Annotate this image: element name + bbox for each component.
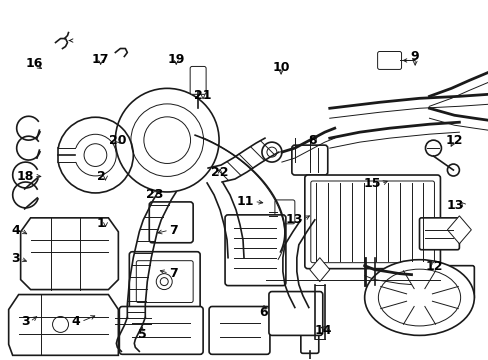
- Polygon shape: [447, 216, 470, 244]
- Text: 4: 4: [11, 224, 20, 237]
- Text: 9: 9: [410, 50, 419, 63]
- FancyBboxPatch shape: [190, 67, 205, 94]
- Text: 13: 13: [446, 199, 463, 212]
- Text: 12: 12: [445, 134, 462, 147]
- Text: 7: 7: [168, 224, 177, 237]
- Text: 8: 8: [308, 134, 316, 147]
- Text: 19: 19: [167, 53, 184, 66]
- Text: 7: 7: [168, 267, 177, 280]
- FancyBboxPatch shape: [300, 328, 318, 353]
- Circle shape: [156, 274, 172, 289]
- Text: 16: 16: [25, 57, 42, 70]
- Ellipse shape: [364, 260, 473, 336]
- Text: 12: 12: [425, 260, 443, 273]
- Text: 23: 23: [145, 188, 163, 201]
- FancyBboxPatch shape: [291, 145, 327, 175]
- Text: 10: 10: [272, 60, 289, 73]
- FancyBboxPatch shape: [224, 215, 285, 285]
- Text: 20: 20: [109, 134, 126, 147]
- Text: 11: 11: [236, 195, 254, 208]
- FancyBboxPatch shape: [129, 252, 200, 312]
- FancyBboxPatch shape: [119, 306, 203, 354]
- Text: 5: 5: [138, 328, 146, 341]
- Text: 14: 14: [314, 324, 331, 337]
- FancyBboxPatch shape: [109, 310, 157, 332]
- Text: 3: 3: [21, 315, 30, 328]
- Text: 4: 4: [72, 315, 81, 328]
- FancyBboxPatch shape: [419, 218, 458, 250]
- Circle shape: [425, 140, 441, 156]
- FancyBboxPatch shape: [268, 292, 322, 336]
- Polygon shape: [20, 218, 118, 289]
- Circle shape: [52, 316, 68, 332]
- FancyBboxPatch shape: [149, 202, 193, 243]
- FancyBboxPatch shape: [209, 306, 269, 354]
- Text: 6: 6: [259, 306, 268, 319]
- Text: 2: 2: [97, 170, 105, 183]
- Text: 21: 21: [194, 89, 211, 102]
- Polygon shape: [9, 294, 118, 355]
- Text: 15: 15: [363, 177, 380, 190]
- Polygon shape: [309, 258, 329, 282]
- FancyBboxPatch shape: [377, 51, 401, 69]
- Text: 13: 13: [285, 213, 303, 226]
- Text: 18: 18: [17, 170, 34, 183]
- FancyBboxPatch shape: [433, 266, 473, 300]
- Text: 22: 22: [211, 166, 228, 179]
- Circle shape: [262, 142, 281, 162]
- FancyBboxPatch shape: [304, 175, 440, 269]
- Text: 3: 3: [12, 252, 20, 265]
- Circle shape: [447, 164, 458, 176]
- FancyBboxPatch shape: [274, 200, 294, 224]
- Text: 17: 17: [92, 53, 109, 66]
- Text: 1: 1: [97, 216, 105, 230]
- Circle shape: [225, 252, 245, 272]
